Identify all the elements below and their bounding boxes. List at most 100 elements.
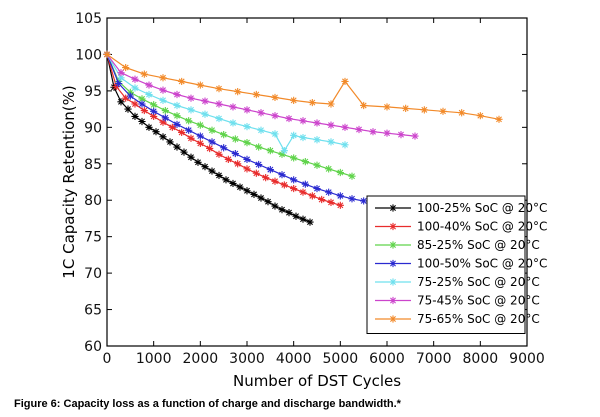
data-point bbox=[178, 128, 186, 137]
data-point bbox=[262, 174, 270, 182]
data-point bbox=[383, 129, 391, 137]
y-tick-label: 90 bbox=[84, 120, 102, 136]
data-point bbox=[327, 100, 335, 108]
legend-label: 75-45% SoC @ 20°C bbox=[417, 294, 540, 308]
y-tick-label: 80 bbox=[84, 193, 102, 209]
data-point bbox=[266, 166, 274, 174]
x-tick-label: 2000 bbox=[183, 351, 219, 367]
data-point bbox=[215, 150, 223, 158]
y-tick-label: 60 bbox=[84, 339, 102, 355]
x-axis-label: Number of DST Cycles bbox=[233, 372, 401, 390]
data-point bbox=[138, 95, 146, 103]
data-point bbox=[360, 197, 368, 205]
legend: 100-25% SoC @ 20°C 100-40% SoC @ 20°C 85-2… bbox=[366, 195, 547, 334]
data-point bbox=[348, 172, 356, 180]
data-point bbox=[290, 184, 298, 193]
x-tick-label: 5000 bbox=[323, 351, 359, 367]
data-point bbox=[185, 126, 193, 134]
data-point bbox=[236, 183, 244, 191]
data-point bbox=[348, 195, 356, 203]
data-point bbox=[166, 138, 174, 146]
data-point bbox=[336, 201, 344, 209]
data-point bbox=[138, 117, 146, 126]
data-point bbox=[173, 112, 181, 120]
data-point bbox=[313, 119, 321, 127]
data-point bbox=[439, 107, 447, 115]
data-point bbox=[173, 120, 181, 129]
legend-marker bbox=[389, 259, 397, 268]
series-line bbox=[106, 54, 353, 177]
data-point bbox=[150, 101, 158, 109]
data-point bbox=[336, 192, 344, 200]
data-point bbox=[201, 97, 209, 105]
data-point bbox=[325, 188, 333, 196]
data-point bbox=[243, 123, 251, 131]
data-point bbox=[196, 81, 204, 89]
data-point bbox=[131, 112, 139, 120]
data-point bbox=[140, 106, 148, 115]
x-tick-label: 1000 bbox=[136, 351, 172, 367]
data-point bbox=[215, 114, 223, 123]
data-point bbox=[173, 101, 181, 110]
data-point bbox=[159, 96, 167, 104]
legend-marker bbox=[389, 241, 397, 249]
data-point bbox=[229, 119, 237, 127]
series-6 bbox=[103, 50, 419, 140]
data-point bbox=[278, 206, 286, 214]
data-point bbox=[308, 98, 316, 107]
capacity-retention-chart: 0 1000 2000 3000 4000 5000 6000 7000 8000 9000 60 6… bbox=[60, 11, 547, 390]
data-point bbox=[369, 128, 377, 136]
data-point bbox=[252, 169, 260, 177]
legend-item: 100-50% SoC @ 20°C bbox=[375, 257, 547, 271]
data-point bbox=[150, 112, 158, 120]
data-point bbox=[201, 163, 209, 171]
legend-item: 100-25% SoC @ 20°C bbox=[375, 201, 547, 215]
series-4 bbox=[103, 50, 368, 205]
x-tick-label: 0 bbox=[103, 351, 112, 367]
data-point bbox=[266, 147, 274, 155]
data-point bbox=[168, 123, 176, 131]
data-point bbox=[318, 195, 326, 204]
data-point bbox=[271, 93, 279, 102]
data-point bbox=[313, 161, 321, 169]
data-point bbox=[187, 153, 195, 161]
legend-marker bbox=[389, 222, 397, 231]
data-point bbox=[313, 136, 321, 144]
legend-marker bbox=[389, 204, 397, 212]
data-point bbox=[299, 215, 307, 223]
data-point bbox=[495, 115, 503, 123]
data-point bbox=[308, 192, 316, 200]
data-point bbox=[117, 69, 125, 77]
data-point bbox=[208, 126, 216, 134]
data-point bbox=[271, 112, 279, 120]
data-point bbox=[131, 75, 139, 83]
data-point bbox=[243, 155, 251, 164]
legend-item: 85-25% SoC @ 20°C bbox=[375, 238, 540, 252]
legend-label: 85-25% SoC @ 20°C bbox=[417, 238, 540, 252]
data-point bbox=[124, 105, 132, 113]
data-point bbox=[110, 83, 118, 91]
data-point bbox=[420, 106, 428, 114]
data-point bbox=[280, 181, 288, 189]
legend-label: 100-50% SoC @ 20°C bbox=[417, 257, 547, 271]
data-point bbox=[327, 138, 335, 146]
data-point bbox=[411, 132, 419, 140]
legend-item: 75-65% SoC @ 20°C bbox=[375, 312, 540, 326]
y-tick-label: 75 bbox=[84, 230, 102, 246]
data-point bbox=[290, 96, 298, 104]
y-tick-label: 70 bbox=[84, 266, 102, 282]
data-point bbox=[476, 112, 484, 120]
series-1 bbox=[103, 50, 314, 226]
data-point bbox=[243, 187, 251, 195]
data-point bbox=[231, 149, 239, 158]
data-point bbox=[255, 160, 263, 169]
data-point bbox=[313, 184, 321, 193]
data-point bbox=[117, 74, 125, 82]
data-point bbox=[341, 123, 349, 131]
data-point bbox=[187, 94, 195, 102]
data-point bbox=[229, 179, 237, 188]
data-point bbox=[234, 88, 242, 96]
data-point bbox=[278, 150, 286, 158]
data-point bbox=[458, 109, 466, 117]
